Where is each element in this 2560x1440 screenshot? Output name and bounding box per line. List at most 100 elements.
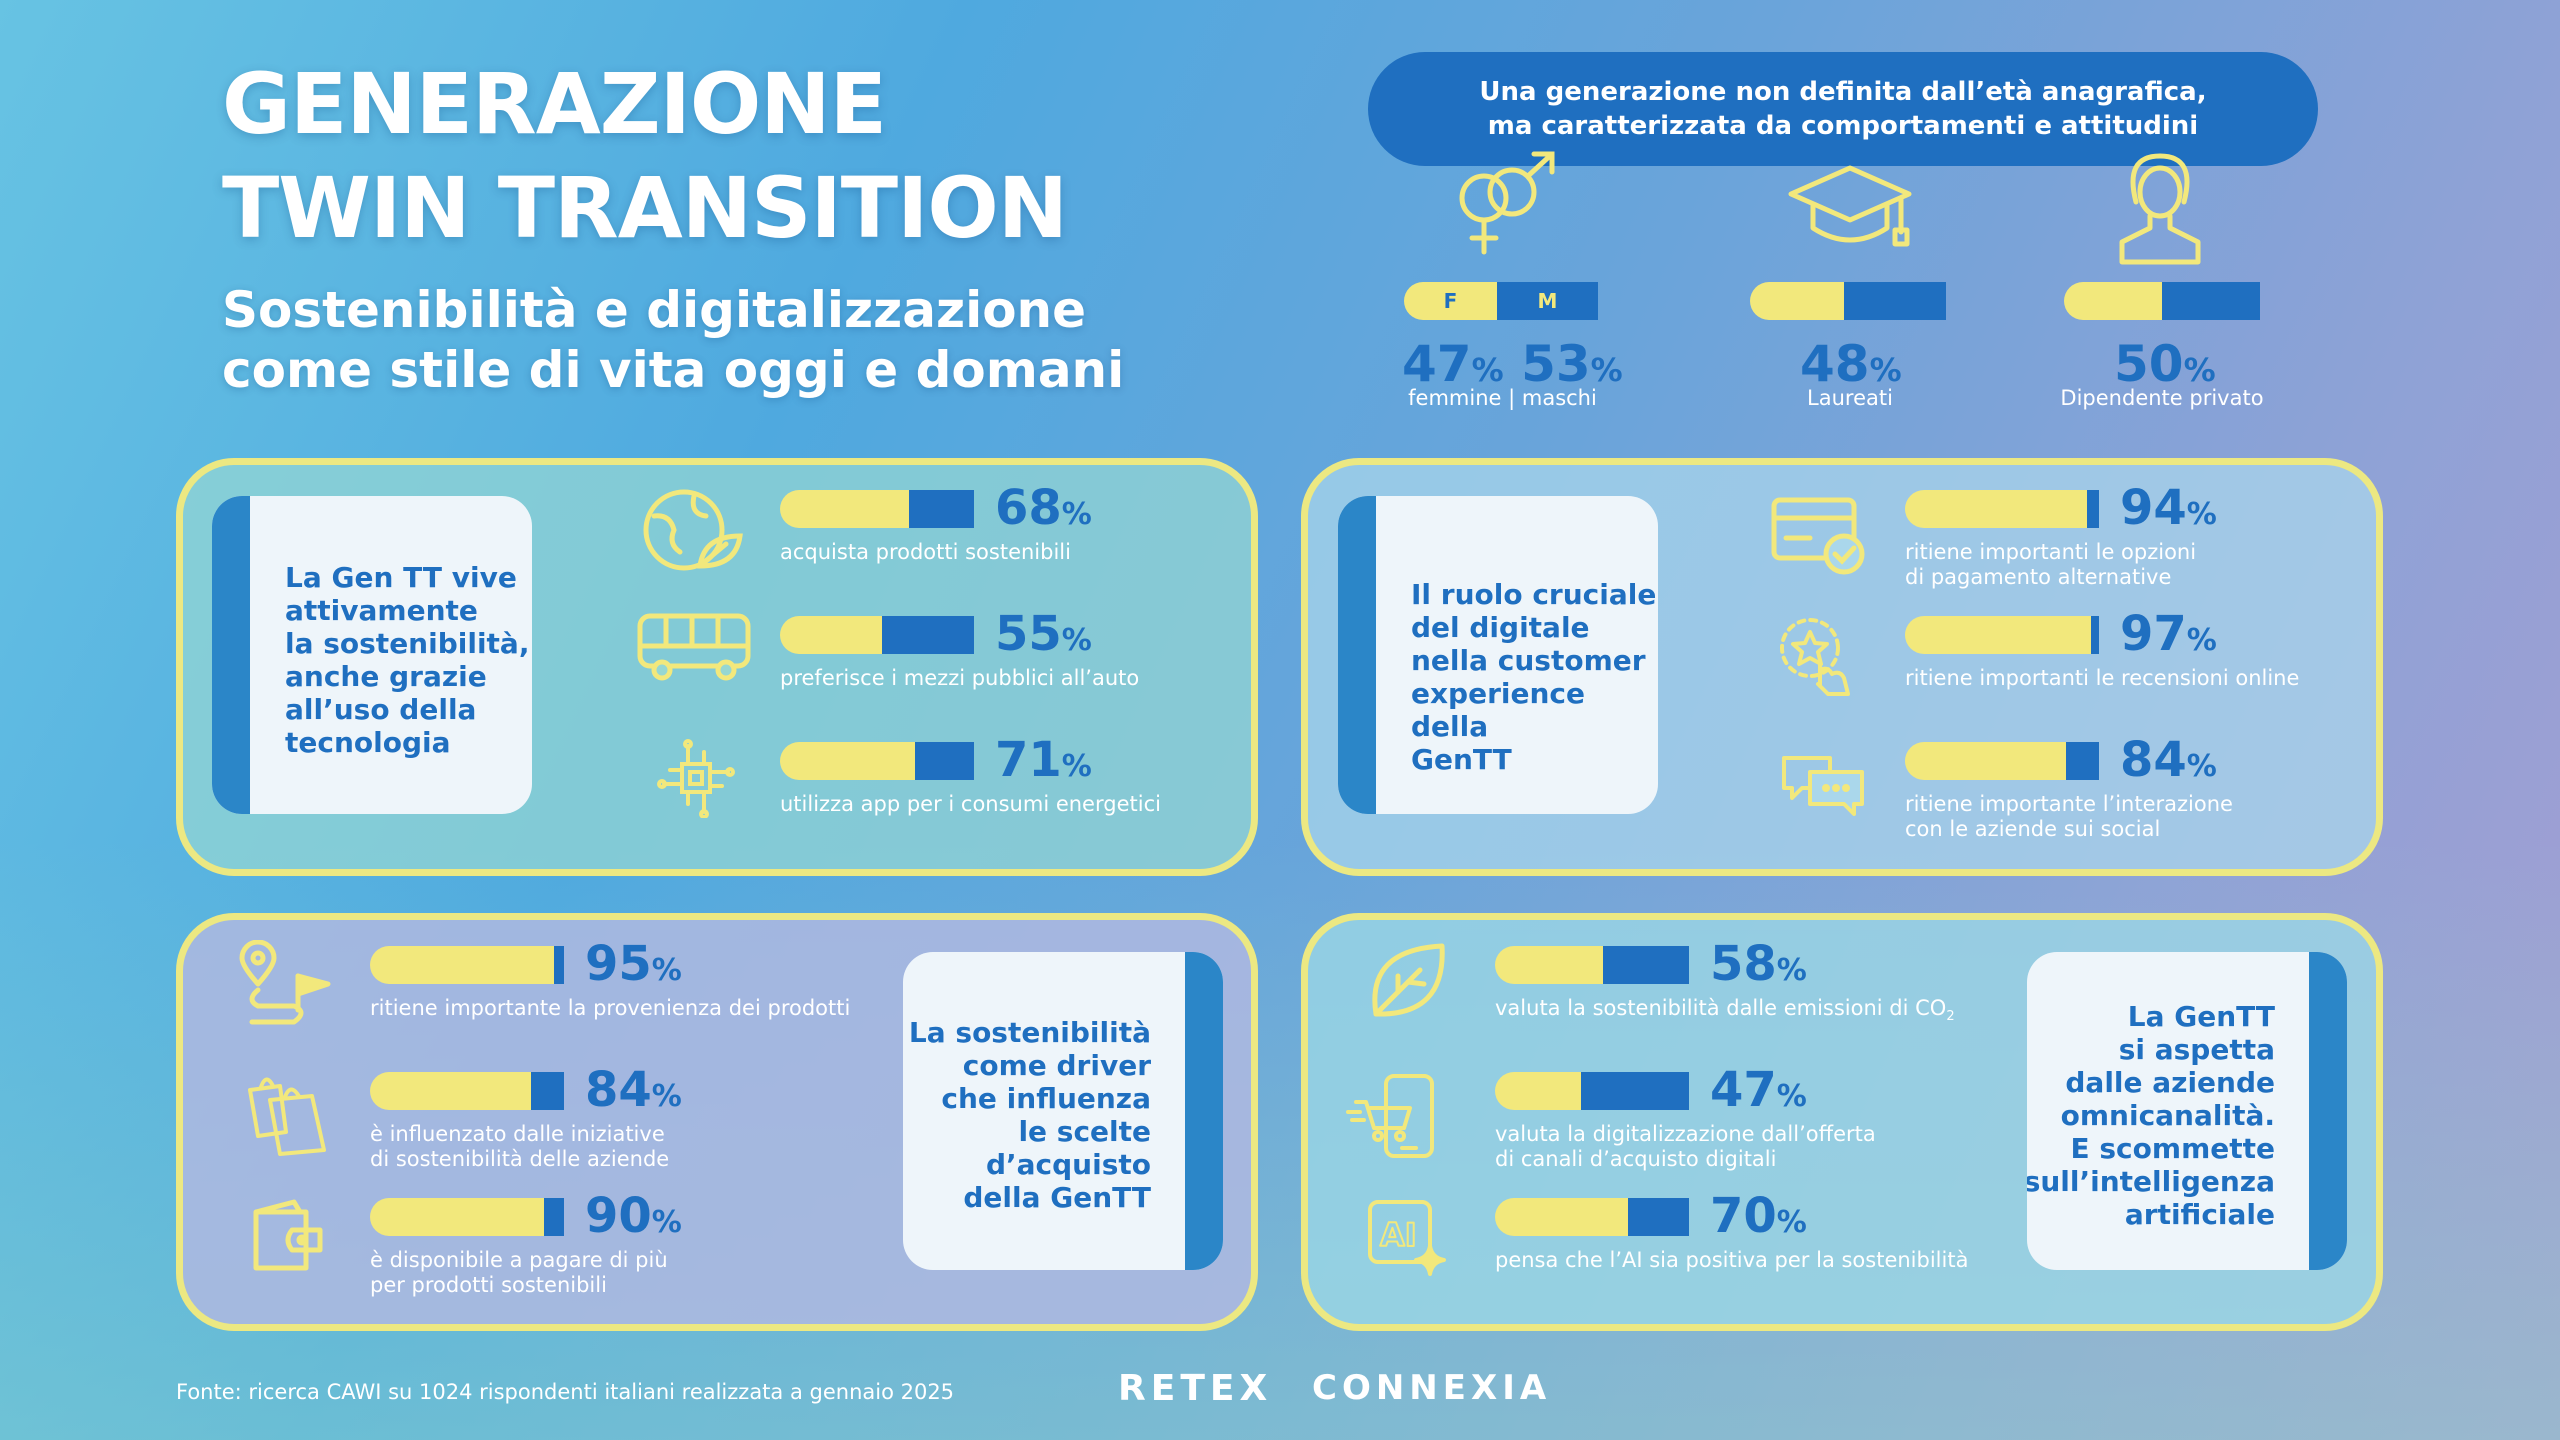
stat-percentage: 71%: [995, 732, 1092, 788]
bar-yellow-segment: [1495, 1072, 1581, 1110]
card-text: La Gen TT vive attivamente la sostenibili…: [285, 561, 530, 759]
bar-blue-segment: [1603, 946, 1689, 984]
globe-leaf-icon: [643, 489, 743, 571]
graduates-rest: [1844, 282, 1946, 320]
stat-label: è disponibile a pagare di più per prodott…: [370, 1248, 668, 1297]
title-line-1: GENERAZIONE: [222, 55, 887, 153]
stat-bar: [370, 1198, 564, 1236]
stat-percentage: 84%: [2120, 732, 2217, 788]
footer-source: Fonte: ricerca CAWI su 1024 rispondenti …: [176, 1380, 955, 1404]
bar-blue-segment: [2091, 616, 2099, 654]
graduates-bar: [1750, 282, 1946, 320]
bar-yellow-segment: [1495, 1198, 1628, 1236]
stat-bar: [780, 490, 974, 528]
stat-bar: [780, 616, 974, 654]
gender-bar: F M: [1404, 282, 1598, 320]
card-stripe: [212, 496, 250, 814]
bar-blue-segment: [544, 1198, 564, 1236]
bar-blue-segment: [554, 946, 564, 984]
stat-percentage: 95%: [585, 936, 682, 992]
stat-label: ritiene importanti le opzioni di pagament…: [1905, 540, 2197, 589]
card-omnichannel: La GenTT si aspetta dalle aziende omnicana…: [2027, 952, 2347, 1270]
phone-cart-icon: [1346, 1074, 1434, 1158]
stat-bar: [1495, 946, 1689, 984]
route-pin-icon: [239, 940, 331, 1025]
male-segment: M: [1497, 282, 1598, 320]
bus-icon: [637, 613, 751, 681]
female-segment: F: [1404, 282, 1497, 320]
card-text: La GenTT si aspetta dalle aziende omnicana…: [2027, 1000, 2275, 1231]
stat-percentage: 70%: [1710, 1188, 1807, 1244]
stat-bar: [370, 946, 564, 984]
stat-label: ritiene importante l’interazione con le a…: [1905, 792, 2233, 841]
retex-logo: RETEX: [1118, 1368, 1273, 1409]
card-text: La sostenibilità come driver che influenz…: [908, 1016, 1151, 1214]
employees-rest: [2162, 282, 2260, 320]
female-pct: 47: [1402, 335, 1472, 393]
bar-blue-segment: [1581, 1072, 1689, 1110]
gender-percentages: 47% 53%: [1402, 335, 1623, 393]
bar-blue-segment: [2066, 742, 2099, 780]
bar-yellow-segment: [1905, 490, 2087, 528]
card-stripe: [2309, 952, 2347, 1270]
callout-line-1: Una generazione non definita dall’età an…: [1479, 77, 2207, 107]
callout-line-2: ma caratterizzata da comportamenti e att…: [1487, 111, 2199, 141]
wallet-icon: [253, 1199, 323, 1271]
stat-label: acquista prodotti sostenibili: [780, 540, 1071, 564]
stat-bar: [1905, 616, 2099, 654]
employees-pct: 50%: [2114, 335, 2216, 393]
bar-yellow-segment: [370, 946, 554, 984]
graduates-fill: [1750, 282, 1844, 320]
star-review-icon: [1780, 618, 1850, 696]
subtitle-line-1: Sostenibilità e digitalizzazione: [222, 281, 1087, 339]
ai-sparkle-icon: AI: [1368, 1200, 1446, 1276]
svg-text:AI: AI: [1380, 1216, 1417, 1254]
male-pct: 53: [1521, 335, 1591, 393]
shopping-bags-icon: [248, 1077, 326, 1156]
chat-bubbles-icon: [1782, 756, 1864, 816]
bar-yellow-segment: [370, 1072, 531, 1110]
stat-percentage: 47%: [1710, 1062, 1807, 1118]
graduates-pct: 48%: [1800, 335, 1902, 393]
bar-blue-segment: [915, 742, 974, 780]
bar-yellow-segment: [780, 490, 909, 528]
graduation-cap-icon: [1788, 165, 1912, 247]
bar-yellow-segment: [1905, 742, 2066, 780]
card-sustainability-driver: La sostenibilità come driver che influenz…: [903, 952, 1223, 1270]
stat-label: valuta la sostenibilità dalle emissioni …: [1495, 996, 1955, 1025]
main-title: GENERAZIONE TWIN TRANSITION: [222, 52, 1068, 260]
stat-bar: [1905, 742, 2099, 780]
stat-percentage: 68%: [995, 480, 1092, 536]
stat-label: è influenzato dalle iniziative di sosteni…: [370, 1122, 670, 1171]
chip-circuit-icon: [657, 739, 735, 818]
generation-callout: Una generazione non definita dall’età an…: [1368, 52, 2318, 166]
gender-label: femmine | maschi: [1408, 386, 1597, 410]
bar-blue-segment: [909, 490, 974, 528]
bar-yellow-segment: [780, 616, 882, 654]
card-text: Il ruolo cruciale del digitale nella cust…: [1411, 578, 1657, 776]
stat-bar: [370, 1072, 564, 1110]
stat-percentage: 90%: [585, 1188, 682, 1244]
card-stripe: [1338, 496, 1376, 814]
title-line-2: TWIN TRANSITION: [222, 159, 1068, 257]
stat-percentage: 84%: [585, 1062, 682, 1118]
bar-yellow-segment: [1905, 616, 2091, 654]
subtitle-line-2: come stile di vita oggi e domani: [222, 341, 1125, 399]
employees-fill: [2064, 282, 2162, 320]
connexia-logo: CONNEXIA: [1312, 1368, 1552, 1408]
payment-card-icon: [1771, 497, 1865, 575]
card-stripe: [1185, 952, 1223, 1270]
card-digital-cx: Il ruolo cruciale del digitale nella cust…: [1338, 496, 1658, 814]
stat-percentage: 55%: [995, 606, 1092, 662]
stat-label: ritiene importante la provenienza dei pr…: [370, 996, 851, 1020]
bar-yellow-segment: [370, 1198, 544, 1236]
stat-label: utilizza app per i consumi energetici: [780, 792, 1161, 816]
bar-blue-segment: [882, 616, 974, 654]
employees-bar: [2064, 282, 2260, 320]
stat-label: valuta la digitalizzazione dall’offerta d…: [1495, 1122, 1876, 1171]
stat-percentage: 94%: [2120, 480, 2217, 536]
bar-blue-segment: [1628, 1198, 1689, 1236]
stat-label: preferisce i mezzi pubblici all’auto: [780, 666, 1140, 690]
stat-percentage: 58%: [1710, 936, 1807, 992]
stat-label: pensa che l’AI sia positiva per la soste…: [1495, 1248, 1969, 1272]
